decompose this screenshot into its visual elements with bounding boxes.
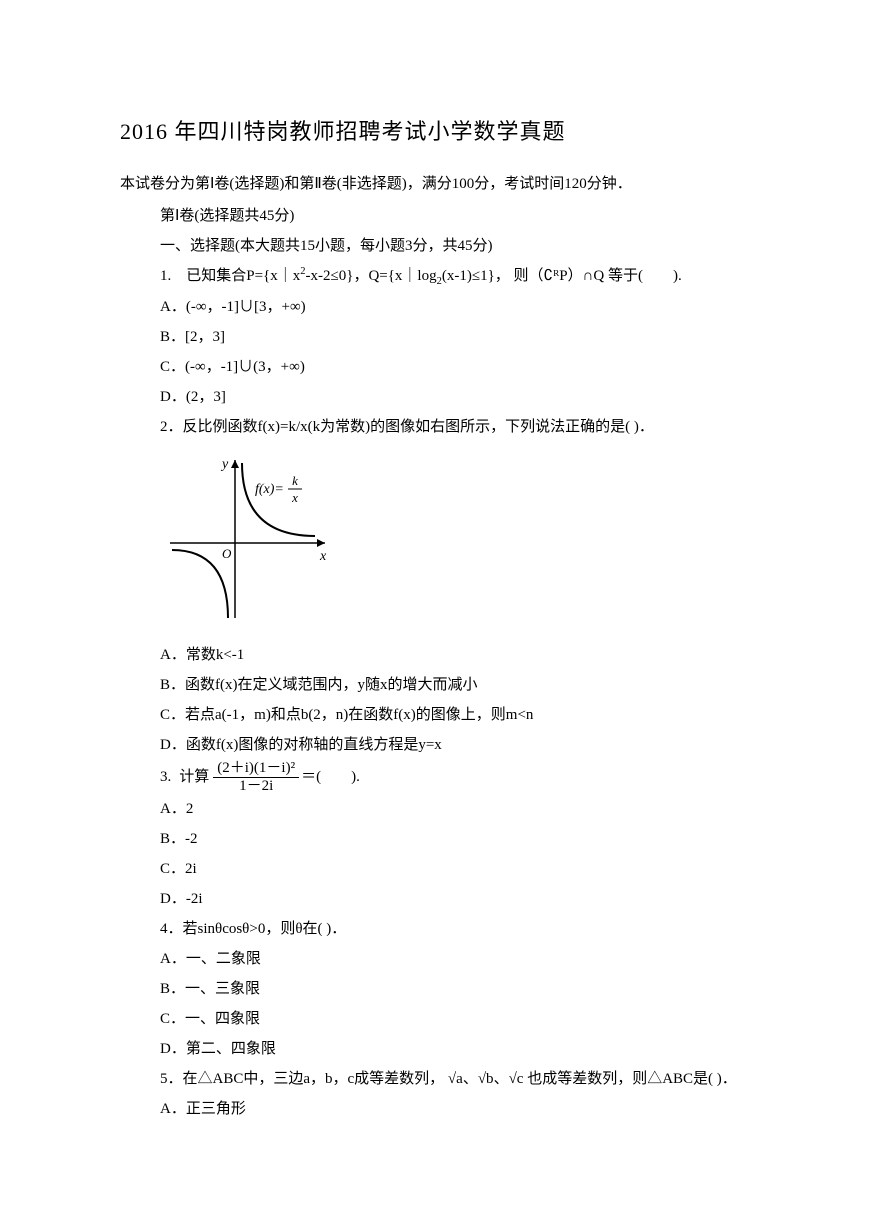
q3-option-c: C．2i (120, 854, 749, 884)
q3-number: 3. (160, 762, 171, 792)
question-5-stem: 5．在△ABC中，三边a，b，c成等差数列， √a、√b、√c 也成等差数列，则… (120, 1064, 749, 1094)
q4-option-c: C．一、四象限 (120, 1004, 749, 1034)
q5-sqrt-b: √b (478, 1071, 494, 1087)
q5-sqrt-a: √a (448, 1071, 463, 1087)
fx-label: f(x)= (255, 482, 284, 497)
q5-option-a: A．正三角形 (120, 1094, 749, 1124)
y-axis-arrow (231, 460, 239, 468)
q1-option-d: D．(2，3] (120, 382, 749, 412)
question-4-stem: 4．若sinθcosθ>0，则θ在( )． (120, 914, 749, 944)
q1-tail: 则（∁ᴿP）∩Q 等于( ). (514, 268, 682, 284)
q3-calc-label: 计算 (179, 762, 209, 792)
q1-text-c: (x-1)≤1}， (442, 268, 510, 284)
q4-option-a: A．一、二象限 (120, 944, 749, 974)
q1-text-a: 1. 已知集合P={x｜x (160, 268, 300, 284)
q2-option-d: D．函数f(x)图像的对称轴的直线方程是y=x (120, 730, 749, 760)
q1-option-a: A．(-∞，-1]∪[3，+∞) (120, 292, 749, 322)
question-3-stem: 3. 计算 (2＋i)(1－i)² 1－2i ＝( ). (120, 760, 749, 794)
q1-option-b: B．[2，3] (120, 322, 749, 352)
frac-top: k (292, 473, 298, 488)
q3-denominator: 1－2i (235, 778, 277, 795)
q2-option-a: A．常数k<-1 (120, 640, 749, 670)
question-1-stem: 1. 已知集合P={x｜x2-x-2≤0}，Q={x｜log2(x-1)≤1}，… (120, 261, 749, 292)
q2-graph: y x O f(x)= k x (160, 448, 749, 634)
hyperbola-graph-svg: y x O f(x)= k x (160, 448, 340, 623)
page-title: 2016 年四川特岗教师招聘考试小学数学真题 (120, 110, 749, 154)
exam-page: 2016 年四川特岗教师招聘考试小学数学真题 本试卷分为第Ⅰ卷(选择题)和第Ⅱ卷… (0, 0, 869, 1164)
q3-option-b: B．-2 (120, 824, 749, 854)
origin-label: O (222, 546, 232, 561)
q2-option-c: C．若点a(-1，m)和点b(2，n)在函数f(x)的图像上，则m<n (120, 700, 749, 730)
curve-q3 (172, 550, 228, 618)
q1-text-b: -x-2≤0}，Q={x｜log (306, 268, 437, 284)
q3-option-d: D．-2i (120, 884, 749, 914)
section-1-header: 第Ⅰ卷(选择题共45分) (120, 201, 749, 231)
q5-pre: 5．在△ABC中，三边a，b，c成等差数列， (160, 1071, 444, 1087)
q5-sqrt-c: √c (509, 1071, 524, 1087)
q4-option-d: D．第二、四象限 (120, 1034, 749, 1064)
q3-option-a: A．2 (120, 794, 749, 824)
q3-tail: ＝( ). (301, 762, 360, 792)
q1-option-c: C．(-∞，-1]∪(3，+∞) (120, 352, 749, 382)
x-label: x (319, 549, 327, 564)
curve-q1 (242, 463, 315, 536)
q3-numerator: (2＋i)(1－i)² (213, 760, 299, 778)
q4-option-b: B．一、三象限 (120, 974, 749, 1004)
y-label: y (220, 457, 229, 472)
section-1-subheader: 一、选择题(本大题共15小题，每小题3分，共45分) (120, 231, 749, 261)
q2-option-b: B．函数f(x)在定义域范围内，y随x的增大而减小 (120, 670, 749, 700)
q5-post: 也成等差数列，则△ABC是( )． (527, 1071, 737, 1087)
exam-intro: 本试卷分为第Ⅰ卷(选择题)和第Ⅱ卷(非选择题)，满分100分，考试时间120分钟… (120, 169, 749, 199)
question-2-stem: 2．反比例函数f(x)=k/x(k为常数)的图像如右图所示，下列说法正确的是( … (120, 412, 749, 442)
x-axis-arrow (317, 539, 325, 547)
frac-bot: x (291, 490, 298, 505)
